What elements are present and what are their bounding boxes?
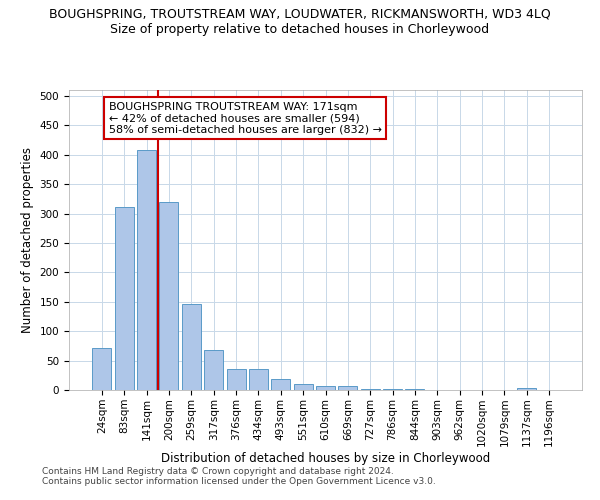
Bar: [227, 370, 245, 390]
Bar: [92, 348, 112, 390]
Bar: [204, 350, 223, 390]
Text: Contains HM Land Registry data © Crown copyright and database right 2024.: Contains HM Land Registry data © Crown c…: [42, 467, 394, 476]
X-axis label: Distribution of detached houses by size in Chorleywood: Distribution of detached houses by size …: [161, 452, 490, 465]
Bar: [293, 384, 313, 390]
Bar: [316, 386, 335, 390]
Bar: [517, 388, 536, 390]
Y-axis label: Number of detached properties: Number of detached properties: [21, 147, 34, 333]
Text: BOUGHSPRING, TROUTSTREAM WAY, LOUDWATER, RICKMANSWORTH, WD3 4LQ: BOUGHSPRING, TROUTSTREAM WAY, LOUDWATER,…: [49, 8, 551, 20]
Bar: [160, 202, 178, 390]
Text: Size of property relative to detached houses in Chorleywood: Size of property relative to detached ho…: [110, 22, 490, 36]
Bar: [271, 380, 290, 390]
Bar: [115, 207, 134, 390]
Text: Contains public sector information licensed under the Open Government Licence v3: Contains public sector information licen…: [42, 477, 436, 486]
Bar: [249, 370, 268, 390]
Bar: [137, 150, 156, 390]
Text: BOUGHSPRING TROUTSTREAM WAY: 171sqm
← 42% of detached houses are smaller (594)
5: BOUGHSPRING TROUTSTREAM WAY: 171sqm ← 42…: [109, 102, 382, 135]
Bar: [182, 304, 201, 390]
Bar: [338, 386, 358, 390]
